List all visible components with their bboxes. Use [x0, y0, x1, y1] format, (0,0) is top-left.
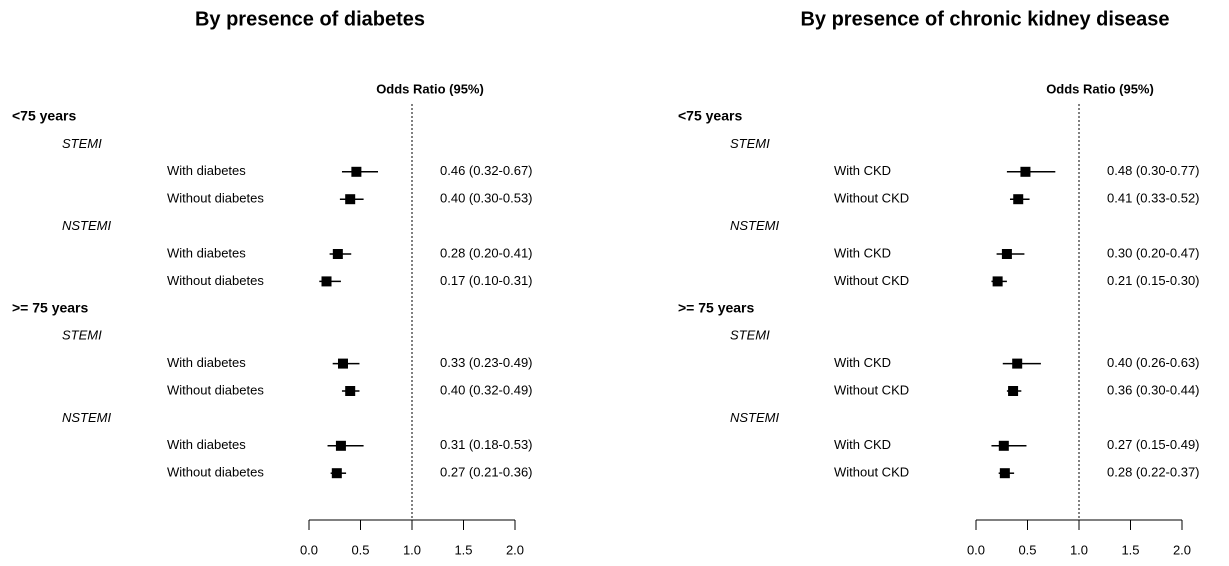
row-label: NSTEMI: [730, 410, 780, 425]
row-label: Without diabetes: [167, 273, 264, 288]
value-label: 0.48 (0.30-0.77): [1107, 163, 1200, 178]
row-label: Without diabetes: [167, 191, 264, 206]
point-estimate: [1012, 358, 1023, 369]
row-label: With CKD: [834, 163, 891, 178]
row-label: Without CKD: [834, 191, 909, 206]
row-label: With diabetes: [167, 245, 246, 260]
row-label: Without diabetes: [167, 382, 264, 397]
x-tick-label: 1.0: [403, 542, 421, 557]
row-label: Without CKD: [834, 465, 909, 480]
x-tick-label: 0.5: [351, 542, 369, 557]
value-label: 0.27 (0.21-0.36): [440, 465, 533, 480]
point-estimate: [992, 276, 1003, 287]
row-label: Without CKD: [834, 382, 909, 397]
point-estimate: [331, 468, 342, 479]
point-estimate: [1013, 194, 1024, 205]
x-tick-label: 2.0: [1173, 542, 1191, 557]
point-estimate: [351, 166, 362, 177]
value-label: 0.21 (0.15-0.30): [1107, 273, 1200, 288]
value-label: 0.46 (0.32-0.67): [440, 163, 533, 178]
value-label: 0.28 (0.22-0.37): [1107, 465, 1200, 480]
row-label: NSTEMI: [62, 218, 112, 233]
x-tick-label: 1.5: [1121, 542, 1139, 557]
value-label: 0.40 (0.26-0.63): [1107, 355, 1200, 370]
value-label: 0.40 (0.32-0.49): [440, 382, 533, 397]
value-label: 0.40 (0.30-0.53): [440, 191, 533, 206]
point-estimate: [332, 249, 343, 259]
value-label: 0.17 (0.10-0.31): [440, 273, 533, 288]
point-estimate: [1008, 386, 1019, 396]
point-estimate: [999, 468, 1010, 479]
x-tick-label: 0.0: [300, 542, 318, 557]
row-label: With diabetes: [167, 163, 246, 178]
panel-title: By presence of diabetes: [195, 8, 425, 30]
point-estimate: [1001, 249, 1012, 259]
point-estimate: [335, 440, 346, 451]
row-label: With CKD: [834, 437, 891, 452]
row-label: With diabetes: [167, 437, 246, 452]
point-estimate: [321, 276, 332, 287]
value-label: 0.27 (0.15-0.49): [1107, 437, 1200, 452]
row-label: NSTEMI: [730, 218, 780, 233]
row-label: NSTEMI: [62, 410, 112, 425]
row-label: With diabetes: [167, 355, 246, 370]
point-estimate: [1020, 166, 1031, 177]
value-label: 0.33 (0.23-0.49): [440, 355, 533, 370]
x-tick-label: 1.0: [1070, 542, 1088, 557]
x-tick-label: 1.5: [454, 542, 472, 557]
row-label: >= 75 years: [12, 300, 89, 316]
row-label: <75 years: [12, 108, 76, 124]
x-tick-label: 0.0: [967, 542, 985, 557]
row-label: Without diabetes: [167, 465, 264, 480]
column-header: Odds Ratio (95%): [1046, 81, 1154, 96]
value-label: 0.41 (0.33-0.52): [1107, 191, 1200, 206]
row-label: STEMI: [730, 328, 770, 343]
row-label: With CKD: [834, 355, 891, 370]
row-label: STEMI: [62, 136, 102, 151]
value-label: 0.31 (0.18-0.53): [440, 437, 533, 452]
point-estimate: [998, 440, 1009, 451]
value-label: 0.30 (0.20-0.47): [1107, 245, 1200, 260]
row-label: STEMI: [730, 136, 770, 151]
point-estimate: [337, 358, 348, 369]
column-header: Odds Ratio (95%): [376, 81, 484, 96]
row-label: Without CKD: [834, 273, 909, 288]
panel-title: By presence of chronic kidney disease: [800, 8, 1169, 30]
row-label: >= 75 years: [678, 300, 755, 316]
x-tick-label: 0.5: [1018, 542, 1036, 557]
row-label: STEMI: [62, 328, 102, 343]
value-label: 0.28 (0.20-0.41): [440, 245, 533, 260]
point-estimate: [345, 386, 356, 396]
row-label: <75 years: [678, 108, 742, 124]
value-label: 0.36 (0.30-0.44): [1107, 382, 1200, 397]
point-estimate: [345, 194, 356, 205]
row-label: With CKD: [834, 245, 891, 260]
x-tick-label: 2.0: [506, 542, 524, 557]
